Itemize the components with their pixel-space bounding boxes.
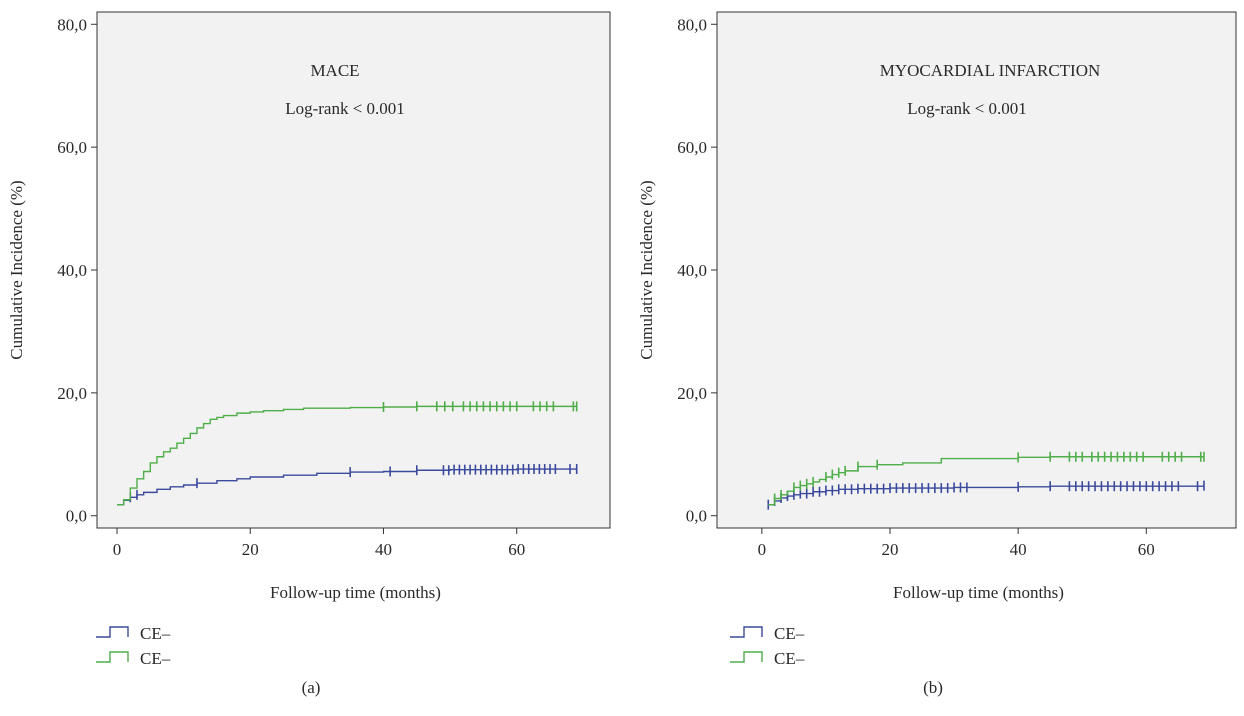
x-tick-label: 20 <box>242 540 259 559</box>
chart-panel-a: 0,0 20,0 40,0 60,0 80,0 0 20 40 60 Cumulative Inc… <box>7 11 611 697</box>
series-line-1 <box>768 456 1204 506</box>
x-axis-label: Follow-up time (months) <box>270 583 441 602</box>
chart-panel-b: 0,0 20,0 40,0 60,0 80,0 0 20 40 60 Cumulative Inc… <box>632 0 1244 716</box>
y-tick-label: 80,0 <box>677 15 707 34</box>
y-axis-label: Cumulative Incidence (%) <box>7 180 26 359</box>
panel-label: (a) <box>302 678 321 697</box>
x-axis-label: Follow-up time (months) <box>893 583 1064 602</box>
plot-area <box>96 11 611 529</box>
legend-label-1: CE– <box>140 649 171 668</box>
legend-label-1: CE– <box>774 649 805 668</box>
x-tick-label: 0 <box>113 540 122 559</box>
y-tick-label: 20,0 <box>677 384 707 403</box>
legend-label-0: CE– <box>140 624 171 643</box>
y-tick-label: 60,0 <box>677 138 707 157</box>
legend-swatch-1 <box>96 651 129 663</box>
chart-title: MYOCARDIAL INFARCTION <box>880 61 1101 80</box>
chart-svg-b: 0,0 20,0 40,0 60,0 80,0 0 20 40 60 Cumulative Inc… <box>637 11 1237 697</box>
series-line-1 <box>116 405 577 506</box>
x-tick-label: 20 <box>882 540 899 559</box>
legend-swatch-0 <box>730 626 763 638</box>
y-tick-label: 40,0 <box>677 261 707 280</box>
series-line-0 <box>116 468 577 506</box>
legend-swatch-0 <box>96 626 129 638</box>
y-tick-label: 0,0 <box>686 507 707 526</box>
y-axis-label: Cumulative Incidence (%) <box>637 180 656 359</box>
y-tick-label: 60,0 <box>57 138 87 157</box>
log-rank-annotation: Log-rank < 0.001 <box>907 99 1027 118</box>
x-tick-label: 60 <box>508 540 525 559</box>
x-tick-label: 60 <box>1138 540 1155 559</box>
legend-label-0: CE– <box>774 624 805 643</box>
legend-swatch-1 <box>730 651 763 663</box>
plot-area <box>716 11 1237 529</box>
chart-svg-a: 0,0 20,0 40,0 60,0 80,0 0 20 40 60 Cumulative Inc… <box>7 11 611 697</box>
log-rank-annotation: Log-rank < 0.001 <box>285 99 405 118</box>
y-tick-label: 0,0 <box>66 507 87 526</box>
y-tick-label: 40,0 <box>57 261 87 280</box>
y-tick-label: 20,0 <box>57 384 87 403</box>
x-tick-label: 40 <box>375 540 392 559</box>
x-tick-label: 40 <box>1010 540 1027 559</box>
chart-title: MACE <box>310 61 359 80</box>
y-tick-label: 80,0 <box>57 15 87 34</box>
panel-label: (b) <box>923 678 943 697</box>
x-tick-label: 0 <box>758 540 767 559</box>
